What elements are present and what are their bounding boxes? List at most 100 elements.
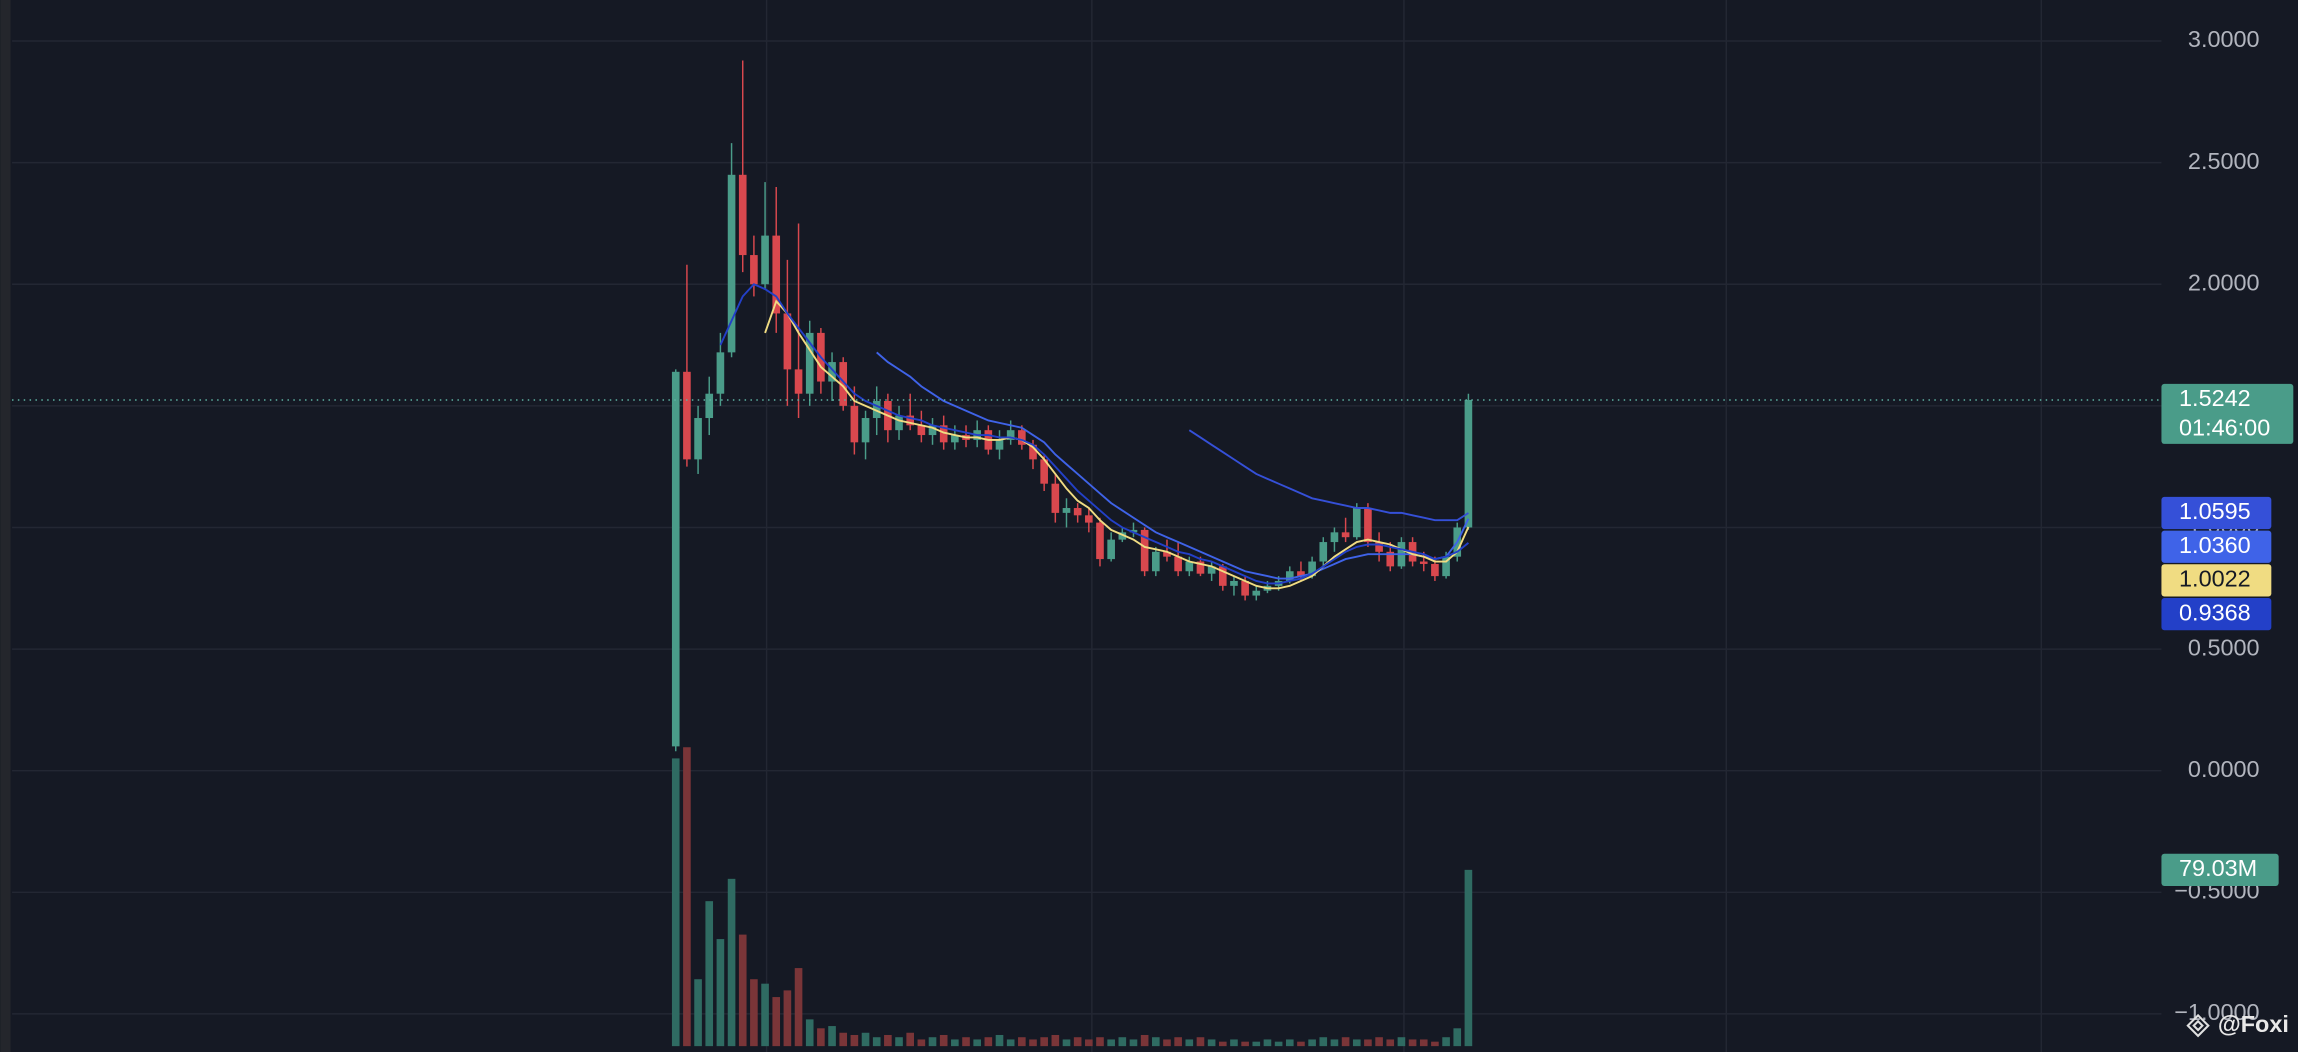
candle-body xyxy=(1230,580,1238,586)
volume-bar xyxy=(671,758,680,1047)
candle-body xyxy=(1252,590,1261,596)
volume-bar xyxy=(973,1039,981,1047)
candle-body xyxy=(738,174,747,256)
candle-body xyxy=(1464,399,1473,528)
ma-price-tag xyxy=(2161,597,2272,631)
candle-body xyxy=(805,332,814,394)
candle-body xyxy=(1285,571,1294,581)
volume-bar xyxy=(794,968,803,1047)
volume-bar xyxy=(839,1032,848,1047)
ma-price-label: 1.0595 xyxy=(2179,498,2251,524)
volume-bar xyxy=(1018,1037,1026,1047)
candle-body xyxy=(828,362,836,382)
volume-bar xyxy=(1207,1039,1216,1047)
volume-bar xyxy=(1218,1041,1227,1047)
volume-bar xyxy=(906,1032,915,1047)
volume-tag xyxy=(2161,853,2279,886)
volume-bar xyxy=(1006,1039,1015,1047)
volume-bar xyxy=(1129,1039,1138,1047)
volume-bar xyxy=(984,1037,993,1047)
candle-body xyxy=(1196,561,1205,574)
volume-bar xyxy=(939,1034,948,1047)
ma-price-tag xyxy=(2161,564,2272,597)
moving-average-line xyxy=(1188,429,1469,522)
volume-bar xyxy=(1341,1037,1350,1047)
candle-body xyxy=(1218,566,1227,586)
candle-body xyxy=(1129,529,1138,533)
volume-bar xyxy=(1252,1041,1261,1047)
volume-bar xyxy=(1274,1041,1283,1047)
volume-bar xyxy=(962,1037,970,1047)
volume-bar xyxy=(1174,1037,1182,1047)
countdown-label: 01:46:00 xyxy=(2179,414,2270,440)
candle-body xyxy=(794,369,803,394)
candle-body xyxy=(671,371,680,747)
volume-bar xyxy=(1085,1039,1093,1047)
candle-body xyxy=(872,400,881,419)
candle-body xyxy=(783,313,792,370)
volume-bar xyxy=(1029,1039,1037,1047)
y-tick-label: −1.0000 xyxy=(2174,999,2259,1025)
candle-body xyxy=(1375,542,1383,552)
volume-bar xyxy=(1364,1039,1372,1047)
volume-bar xyxy=(738,934,747,1047)
candle-body xyxy=(1152,551,1160,572)
ma-price-label: 1.0022 xyxy=(2179,566,2251,592)
watermark-icon xyxy=(2186,1013,2210,1038)
volume-bar xyxy=(1140,1034,1149,1047)
volume-bar xyxy=(716,939,725,1047)
candle-body xyxy=(939,425,948,443)
ma-price-tag xyxy=(2161,496,2272,530)
volume-bar xyxy=(1096,1037,1104,1047)
y-tick-label: 2.5000 xyxy=(2188,148,2260,174)
volume-bar xyxy=(772,997,781,1047)
volume-bar xyxy=(705,901,714,1047)
candle-body xyxy=(1085,515,1093,523)
volume-bar xyxy=(884,1034,892,1047)
candle-body xyxy=(928,425,937,436)
candle-body xyxy=(995,439,1004,450)
candle-body xyxy=(1185,561,1194,572)
volume-bar xyxy=(1062,1039,1071,1047)
candle-body xyxy=(1118,532,1127,540)
candle-body xyxy=(1330,532,1339,543)
candle-body xyxy=(1062,508,1071,513)
volume-bar xyxy=(1330,1039,1339,1047)
volume-bar xyxy=(872,1037,881,1047)
moving-average-line xyxy=(876,351,1470,580)
candle-body xyxy=(1029,444,1037,460)
volume-bar xyxy=(951,1039,959,1047)
volume-bar xyxy=(1464,869,1473,1047)
current-price-tag xyxy=(2161,383,2294,444)
candle-body xyxy=(1364,508,1372,543)
volume-bar xyxy=(1118,1037,1127,1047)
volume-bar xyxy=(783,990,792,1047)
volume-bar xyxy=(1285,1039,1294,1047)
y-tick-label: 2.0000 xyxy=(2188,269,2260,295)
volume-bar xyxy=(1431,1041,1439,1047)
candle-body xyxy=(1140,529,1149,572)
current-price-label: 1.5242 xyxy=(2179,385,2251,411)
volume-bar xyxy=(995,1034,1004,1047)
candle-body xyxy=(951,435,959,443)
volume-bar xyxy=(1185,1039,1194,1047)
moving-average-line xyxy=(719,283,1470,585)
candle-body xyxy=(1431,563,1439,577)
candle-body xyxy=(906,415,915,426)
candle-body xyxy=(1107,539,1115,560)
y-tick-label: 3.0000 xyxy=(2188,26,2260,52)
volume-bar xyxy=(1196,1037,1205,1047)
candle-body xyxy=(839,362,848,406)
volume-bar xyxy=(850,1034,859,1047)
volume-bar xyxy=(1442,1037,1450,1047)
volume-bar xyxy=(1152,1037,1160,1047)
volume-bar xyxy=(1073,1037,1082,1047)
left-edge xyxy=(0,0,11,1052)
watermark: @Foxi xyxy=(2218,1011,2289,1037)
candle-body xyxy=(1207,566,1216,574)
volume-bar xyxy=(683,747,691,1047)
y-tick-label: 0.0000 xyxy=(2188,756,2260,782)
candle-body xyxy=(1241,580,1249,596)
